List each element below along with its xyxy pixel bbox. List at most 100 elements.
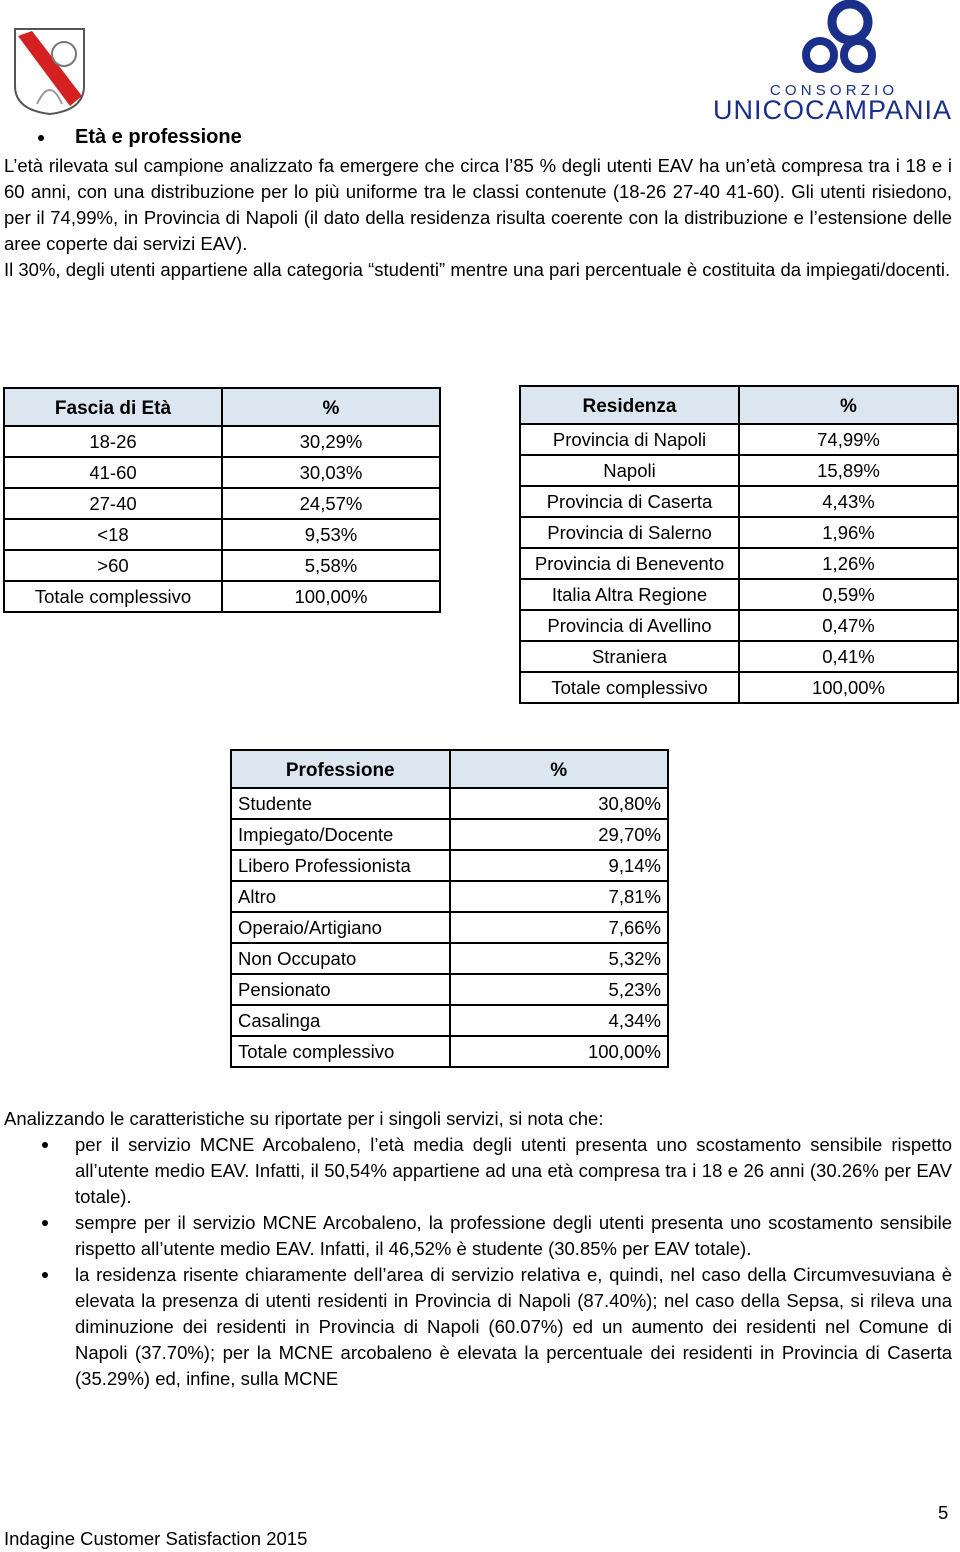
table-row: Provincia di Benevento 1,26% xyxy=(519,547,959,580)
table-cell: 0,47% xyxy=(738,609,959,642)
footer-text: Indagine Customer Satisfaction 2015 xyxy=(4,1528,308,1549)
data-table: Fascia di Età% 18-26 30,29% 41-60 30,03% 27-4… xyxy=(3,387,441,613)
table-row: Impiegato/Docente 29,70% xyxy=(230,818,669,851)
table-cell: Totale complessivo xyxy=(3,580,223,613)
table-cell: 100,00% xyxy=(448,1035,669,1068)
analysis-bullet: sempre per il servizio MCNE Arcobaleno, … xyxy=(4,1210,952,1262)
paragraph-block: L’età rilevata sul campione analizzato f… xyxy=(4,153,952,283)
table-cell: Pensionato xyxy=(230,973,451,1006)
header-row: Residenza% xyxy=(519,385,959,425)
table-row: Totale complessivo 100,00% xyxy=(519,671,959,704)
table-row: Libero Professionista 9,14% xyxy=(230,849,669,882)
table-cell: 5,23% xyxy=(448,973,669,1006)
table-cell: 29,70% xyxy=(448,818,669,851)
table-cell: >60 xyxy=(3,549,223,582)
table-cell: 30,03% xyxy=(221,456,441,489)
column-header: Residenza xyxy=(519,385,740,425)
analysis-bullet: la residenza risente chiaramente dell’ar… xyxy=(4,1262,952,1392)
logo-bottom-text: UNICOCAMPANIA xyxy=(713,95,951,125)
table-cell: 0,41% xyxy=(738,640,959,673)
table-cell: 1,26% xyxy=(738,547,959,580)
table-row: 27-40 24,57% xyxy=(3,487,441,520)
region-crest xyxy=(14,28,85,116)
paragraph: L’età rilevata sul campione analizzato f… xyxy=(4,155,952,254)
table-cell: 9,53% xyxy=(221,518,441,551)
data-table: Residenza% Provincia di Napoli 74,99% Napol… xyxy=(519,385,959,704)
table-row: Provincia di Caserta 4,43% xyxy=(519,485,959,518)
table-cell: Totale complessivo xyxy=(519,671,740,704)
table-cell: 4,34% xyxy=(448,1004,669,1037)
table-row: Provincia di Napoli 74,99% xyxy=(519,423,959,456)
table-row: Straniera 0,41% xyxy=(519,640,959,673)
table-cell: Studente xyxy=(230,787,451,820)
table-cell: Napoli xyxy=(519,454,740,487)
column-header: % xyxy=(221,387,441,427)
table-cell: 30,29% xyxy=(221,425,441,458)
table-cell: 30,80% xyxy=(448,787,669,820)
table-cell: Italia Altra Regione xyxy=(519,578,740,611)
header-row: Fascia di Età% xyxy=(3,387,441,427)
unicocampania-logo: C O N S O R Z I O UNICOCAMPANIA xyxy=(713,0,951,125)
table-cell: Casalinga xyxy=(230,1004,451,1037)
table-row: Altro 7,81% xyxy=(230,880,669,913)
logo-top-text: C O N S O R Z I O xyxy=(770,82,894,99)
column-header: Professione xyxy=(230,749,451,789)
table-cell: Provincia di Salerno xyxy=(519,516,740,549)
table-cell: 7,66% xyxy=(448,911,669,944)
data-table: Professione% Studente 30,80% Impiegato/Doce… xyxy=(230,749,669,1068)
table-cell: 5,58% xyxy=(221,549,441,582)
table-row: Casalinga 4,34% xyxy=(230,1004,669,1037)
table-cell: 18-26 xyxy=(3,425,223,458)
table-cell: 0,59% xyxy=(738,578,959,611)
table-cell: 27-40 xyxy=(3,487,223,520)
table-row: Operaio/Artigiano 7,66% xyxy=(230,911,669,944)
table-row: Napoli 15,89% xyxy=(519,454,959,487)
bullet xyxy=(38,135,44,141)
table-cell: 4,43% xyxy=(738,485,959,518)
table-cell: 100,00% xyxy=(738,671,959,704)
table-row: 18-26 30,29% xyxy=(3,425,441,458)
table-row: Totale complessivo 100,00% xyxy=(3,580,441,613)
table-cell: 9,14% xyxy=(448,849,669,882)
header-row: Professione% xyxy=(230,749,669,789)
analysis-list: per il servizio MCNE Arcobaleno, l’età m… xyxy=(4,1132,952,1392)
table-cell: Operaio/Artigiano xyxy=(230,911,451,944)
table-cell: Totale complessivo xyxy=(230,1035,451,1068)
table-cell: <18 xyxy=(3,518,223,551)
table-cell: Impiegato/Docente xyxy=(230,818,451,851)
table-row: Non Occupato 5,32% xyxy=(230,942,669,975)
column-header: % xyxy=(448,749,669,789)
table-cell: 1,96% xyxy=(738,516,959,549)
table-cell: Provincia di Napoli xyxy=(519,423,740,456)
table-row: Provincia di Avellino 0,47% xyxy=(519,609,959,642)
table-cell: 41-60 xyxy=(3,456,223,489)
table-cell: Provincia di Avellino xyxy=(519,609,740,642)
table-row: Studente 30,80% xyxy=(230,787,669,820)
table-cell: 7,81% xyxy=(448,880,669,913)
column-header: Fascia di Età xyxy=(3,387,223,427)
table-row: Italia Altra Regione 0,59% xyxy=(519,578,959,611)
analysis-intro: Analizzando le caratteristiche su riport… xyxy=(4,1108,604,1129)
table-row: Pensionato 5,23% xyxy=(230,973,669,1006)
table-cell: 24,57% xyxy=(221,487,441,520)
table-row: Provincia di Salerno 1,96% xyxy=(519,516,959,549)
table-row: 41-60 30,03% xyxy=(3,456,441,489)
table-cell: Non Occupato xyxy=(230,942,451,975)
table-cell: Straniera xyxy=(519,640,740,673)
table-cell: Altro xyxy=(230,880,451,913)
analysis-bullet: per il servizio MCNE Arcobaleno, l’età m… xyxy=(4,1132,952,1210)
paragraph: Il 30%, degli utenti appartiene alla cat… xyxy=(4,259,951,280)
column-header: % xyxy=(738,385,959,425)
page-number: 5 xyxy=(938,1502,949,1523)
table-row: >60 5,58% xyxy=(3,549,441,582)
table-cell: Provincia di Benevento xyxy=(519,547,740,580)
table-cell: 5,32% xyxy=(448,942,669,975)
table-cell: Libero Professionista xyxy=(230,849,451,882)
table-row: <18 9,53% xyxy=(3,518,441,551)
table-cell: 100,00% xyxy=(221,580,441,613)
table-cell: Provincia di Caserta xyxy=(519,485,740,518)
section-title: Età e professione xyxy=(75,126,242,148)
table-cell: 74,99% xyxy=(738,423,959,456)
table-row: Totale complessivo 100,00% xyxy=(230,1035,669,1068)
